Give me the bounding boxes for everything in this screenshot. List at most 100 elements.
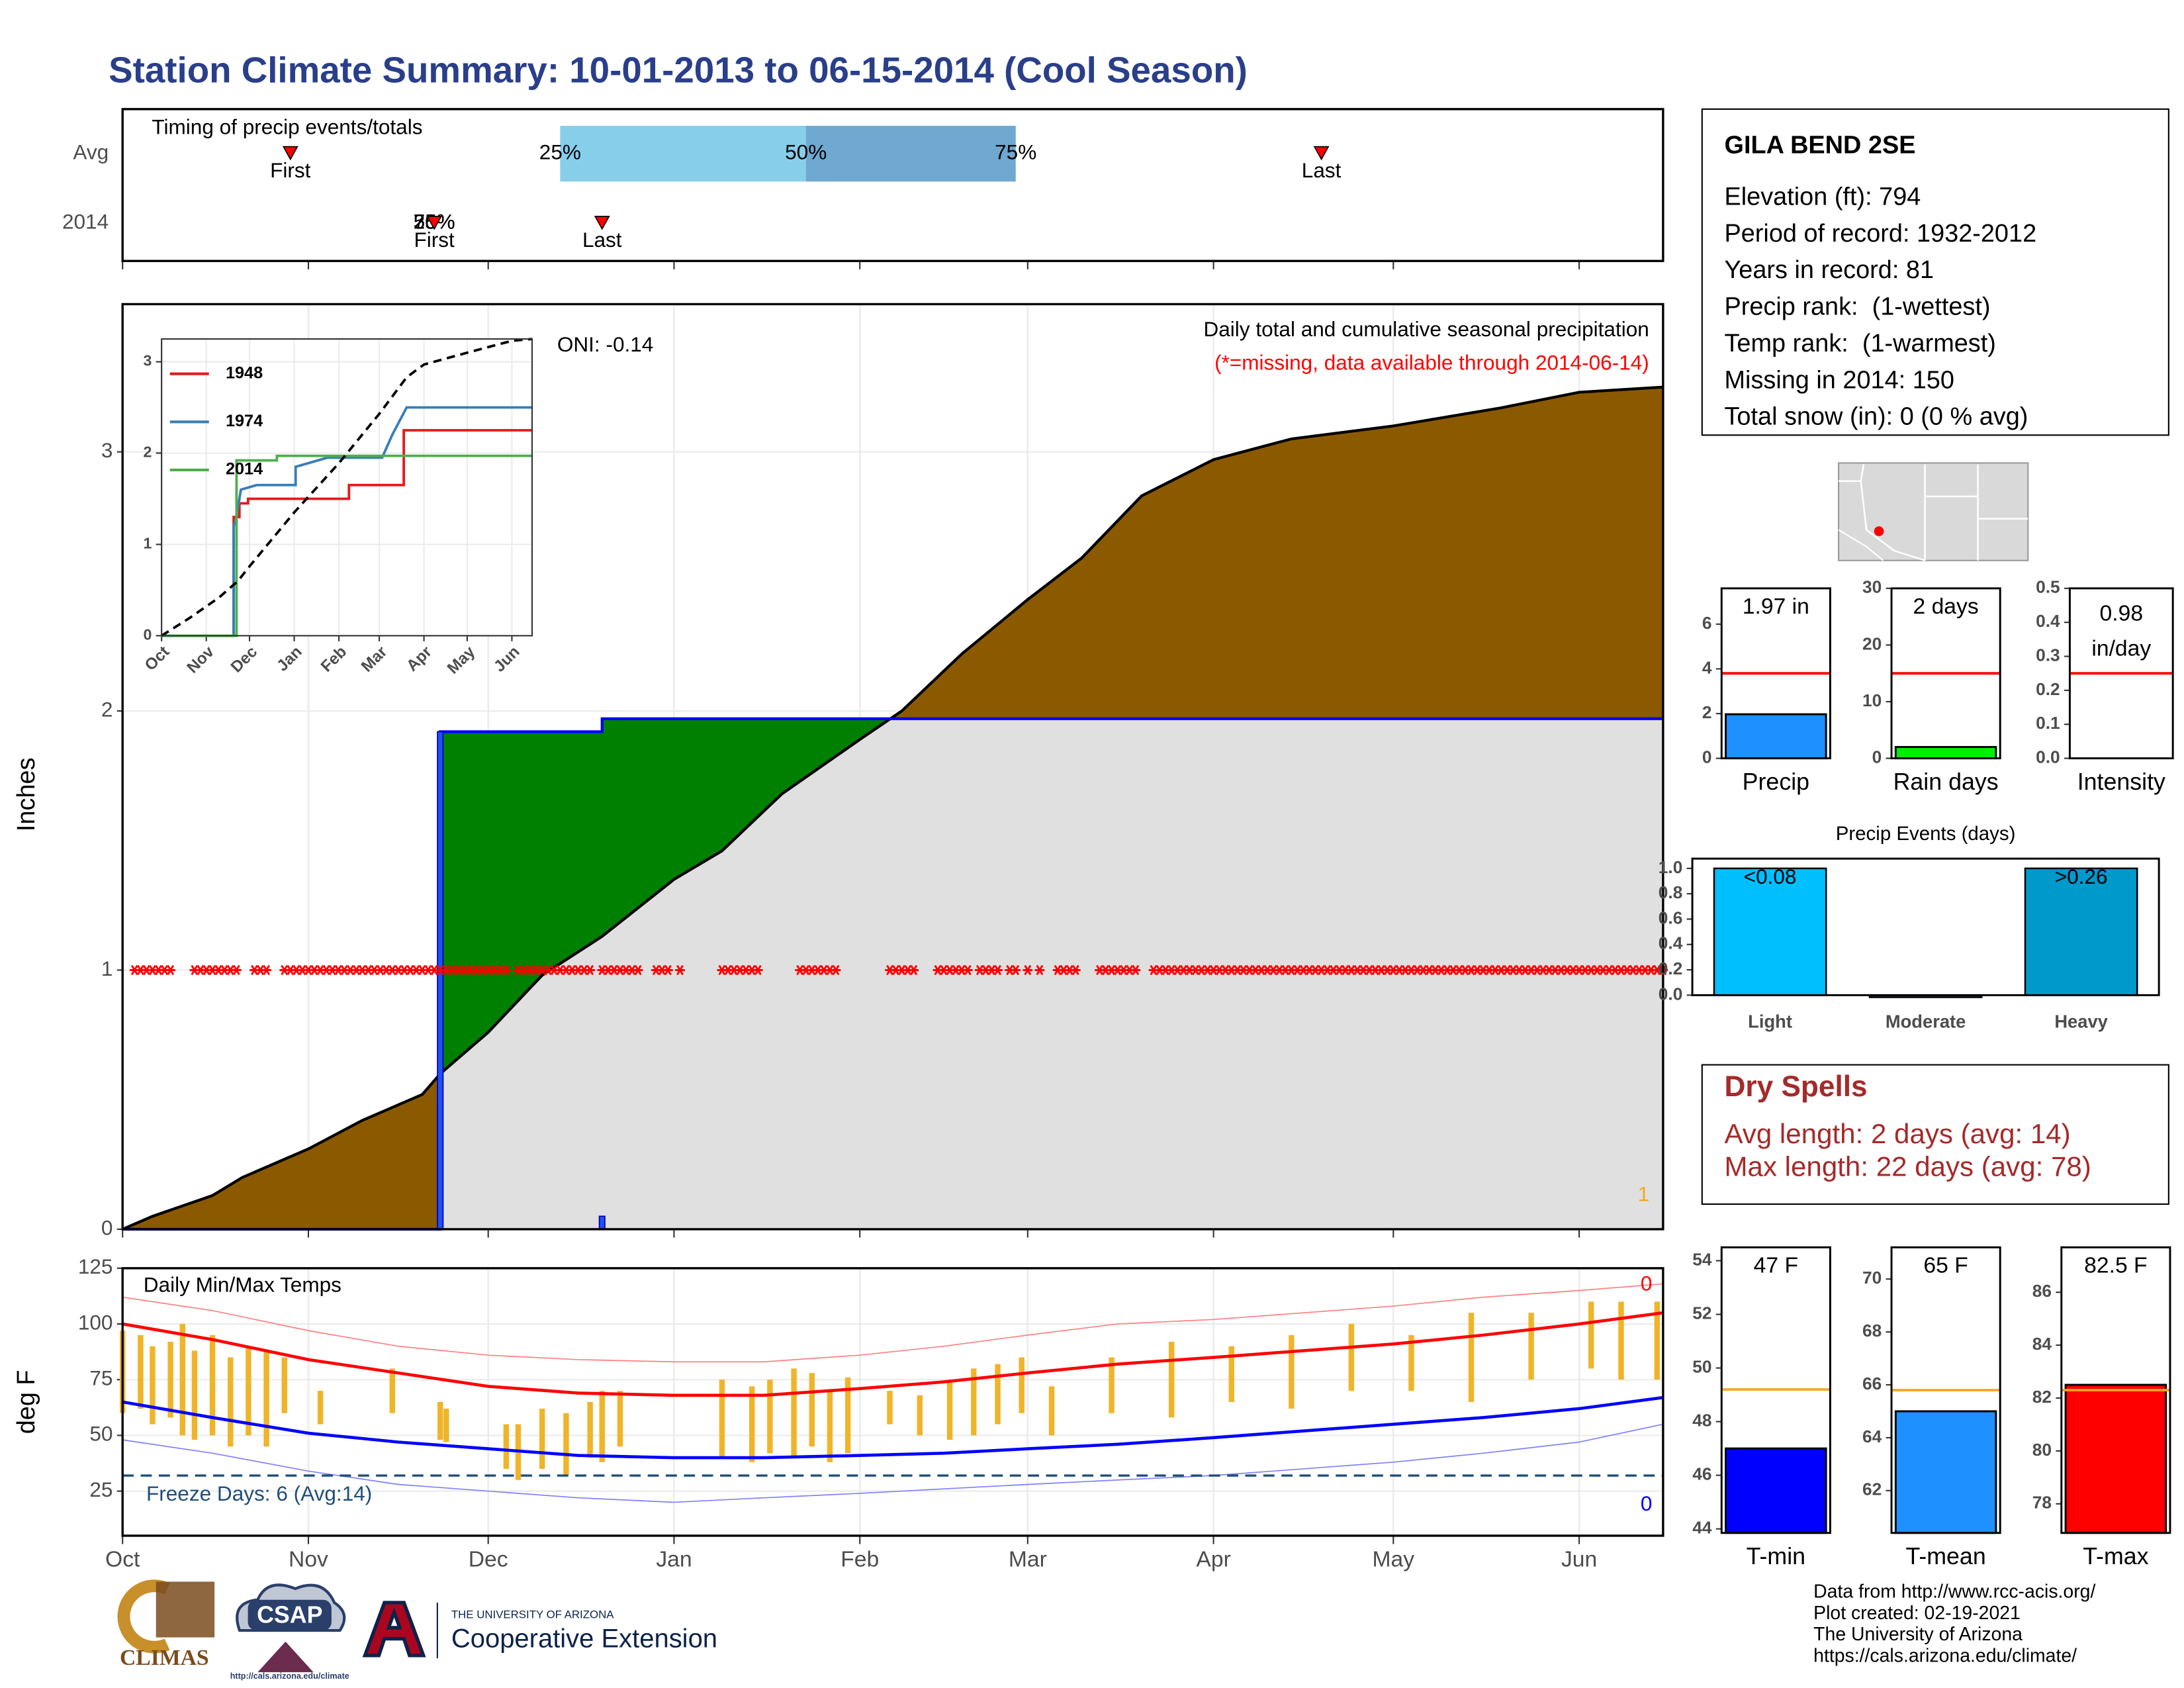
value-label: 0.98 bbox=[2100, 602, 2144, 626]
y-tick-label: 50 bbox=[89, 1422, 113, 1446]
missing-marker bbox=[752, 964, 763, 976]
daily-temp-bar bbox=[599, 1391, 605, 1462]
y-tick-label: 0.5 bbox=[2036, 577, 2060, 597]
y-tick-label: 3 bbox=[101, 438, 113, 462]
chart-subtitle: (*=missing, data available through 2014-… bbox=[1214, 350, 1649, 374]
daily-temp-bar bbox=[844, 1377, 851, 1454]
event-marker bbox=[282, 146, 298, 161]
missing-marker bbox=[231, 964, 242, 976]
missing-marker bbox=[675, 964, 685, 976]
daily-temp-bar bbox=[809, 1373, 815, 1447]
logos: CLIMAS CSAP http://cals.arizona.edu/clim… bbox=[117, 1579, 717, 1681]
event-label: Last bbox=[1302, 158, 1342, 182]
dry-spell-line: Max length: 22 days (avg: 78) bbox=[1724, 1150, 2091, 1182]
category-label: Precip bbox=[1743, 769, 1809, 795]
timing-title: Timing of precip events/totals bbox=[152, 115, 422, 139]
panel-frame bbox=[1890, 1246, 2001, 1534]
value-bar bbox=[2064, 1383, 2167, 1534]
y-tick-label: 1.0 bbox=[1659, 857, 1683, 877]
value-label: 47 F bbox=[1754, 1254, 1798, 1278]
average-line bbox=[161, 338, 533, 637]
value-bar bbox=[1894, 745, 1997, 760]
csap-mountain bbox=[257, 1641, 314, 1673]
y-tick-label: 84 bbox=[2032, 1334, 2052, 1354]
bar-label: >0.26 bbox=[2055, 865, 2108, 888]
category-label: Intensity bbox=[2077, 769, 2165, 795]
daily-temp-bar bbox=[1408, 1335, 1414, 1391]
daily-temp-bar bbox=[971, 1368, 977, 1436]
quartile-box bbox=[805, 126, 1016, 182]
y-tick-label: 1 bbox=[144, 535, 152, 552]
freeze-label: Freeze Days: 6 (Avg:14) bbox=[146, 1481, 372, 1505]
missing-marker bbox=[1011, 964, 1021, 976]
x-tick-label: Mar bbox=[1009, 1548, 1047, 1572]
value-bar bbox=[1725, 1447, 1827, 1534]
footer-line: https://cals.arizona.edu/climate/ bbox=[1813, 1645, 2077, 1666]
daily-temp-bar bbox=[191, 1350, 198, 1440]
y-tick-label: 0 bbox=[101, 1215, 113, 1239]
value-label: 82.5 F bbox=[2084, 1254, 2147, 1278]
ua-logo bbox=[362, 1601, 426, 1658]
daily-temp-bar bbox=[317, 1391, 324, 1425]
percent-label: 25% bbox=[539, 140, 581, 164]
count-label: 1 bbox=[1638, 1182, 1650, 1206]
panel-frame bbox=[1691, 857, 2160, 996]
daily-temp-bar bbox=[563, 1413, 569, 1476]
y-tick-label: 0.0 bbox=[1659, 984, 1683, 1004]
daily-temp-bar bbox=[150, 1346, 156, 1425]
x-tick-label: Jun bbox=[1561, 1548, 1597, 1572]
station-lines: Elevation (ft): 794 Period of record: 193… bbox=[1724, 183, 2036, 431]
panel-frame bbox=[2068, 587, 2174, 760]
y-tick-label: 125 bbox=[78, 1254, 113, 1278]
x-tick-label: Feb bbox=[841, 1548, 879, 1572]
y-tick-label: 0 bbox=[144, 626, 152, 643]
y-tick-label: 0.4 bbox=[1659, 933, 1683, 953]
value-label: 1.97 in bbox=[1743, 594, 1809, 619]
bar-label: <0.08 bbox=[1744, 865, 1797, 888]
category-label: T-max bbox=[2083, 1543, 2148, 1570]
missing-marker bbox=[261, 964, 271, 976]
daily-temp-bar bbox=[617, 1391, 623, 1447]
state-borders bbox=[1839, 464, 2028, 561]
page-title: Station Climate Summary: 10-01-2013 to 0… bbox=[109, 50, 1248, 91]
station-line: Total snow (in): 0 (0 % avg) bbox=[1724, 403, 2028, 431]
legend-label: 1974 bbox=[226, 412, 263, 430]
y-tick-label: 2 bbox=[1702, 702, 1712, 722]
y-tick-label: 78 bbox=[2032, 1493, 2052, 1513]
daily-temp-bar bbox=[1348, 1324, 1355, 1391]
y-tick-label: 70 bbox=[1862, 1268, 1882, 1288]
event-label: First bbox=[414, 228, 455, 252]
y-tick-label: 44 bbox=[1692, 1518, 1712, 1538]
x-tick-label: Oct bbox=[105, 1548, 140, 1572]
series-line bbox=[161, 406, 532, 637]
missing-marker bbox=[165, 964, 176, 976]
daily-temp-bar bbox=[719, 1380, 725, 1458]
map-frame bbox=[1838, 462, 2029, 561]
category-label: T-min bbox=[1747, 1543, 1805, 1570]
station-line: Temp rank: (1-warmest) bbox=[1724, 330, 1995, 357]
record-min-line bbox=[122, 1423, 1664, 1503]
y-tick-label: 0.8 bbox=[1659, 882, 1683, 902]
daily-temp-bar bbox=[1289, 1335, 1295, 1409]
plot-frame bbox=[121, 303, 1664, 1231]
dry-spells-box bbox=[1701, 1064, 2169, 1205]
category-label: T-mean bbox=[1905, 1543, 1985, 1570]
daily-temp-bar bbox=[1468, 1313, 1475, 1402]
daily-temp-bar bbox=[827, 1391, 833, 1462]
daily-temp-bar bbox=[246, 1346, 251, 1436]
y-tick-label: 75 bbox=[89, 1366, 113, 1390]
footer-line: The University of Arizona bbox=[1813, 1624, 2023, 1645]
overlap-area bbox=[122, 718, 1663, 1229]
x-tick-label: Jan bbox=[656, 1548, 692, 1572]
daily-temp-bar bbox=[1588, 1301, 1594, 1369]
y-tick-label: 0.6 bbox=[1659, 908, 1683, 927]
x-tick-label: May bbox=[1373, 1548, 1415, 1572]
csap-badge bbox=[248, 1599, 332, 1631]
record-max-line bbox=[122, 1283, 1663, 1363]
y-tick-label: 82 bbox=[2032, 1387, 2052, 1407]
y-tick-label: 52 bbox=[1692, 1303, 1711, 1323]
value-bar bbox=[1894, 1410, 1997, 1534]
y-tick-label: 48 bbox=[1692, 1411, 1711, 1430]
daily-temp-bar bbox=[1528, 1313, 1534, 1380]
panel-title: Precip Events (days) bbox=[1836, 823, 2016, 845]
